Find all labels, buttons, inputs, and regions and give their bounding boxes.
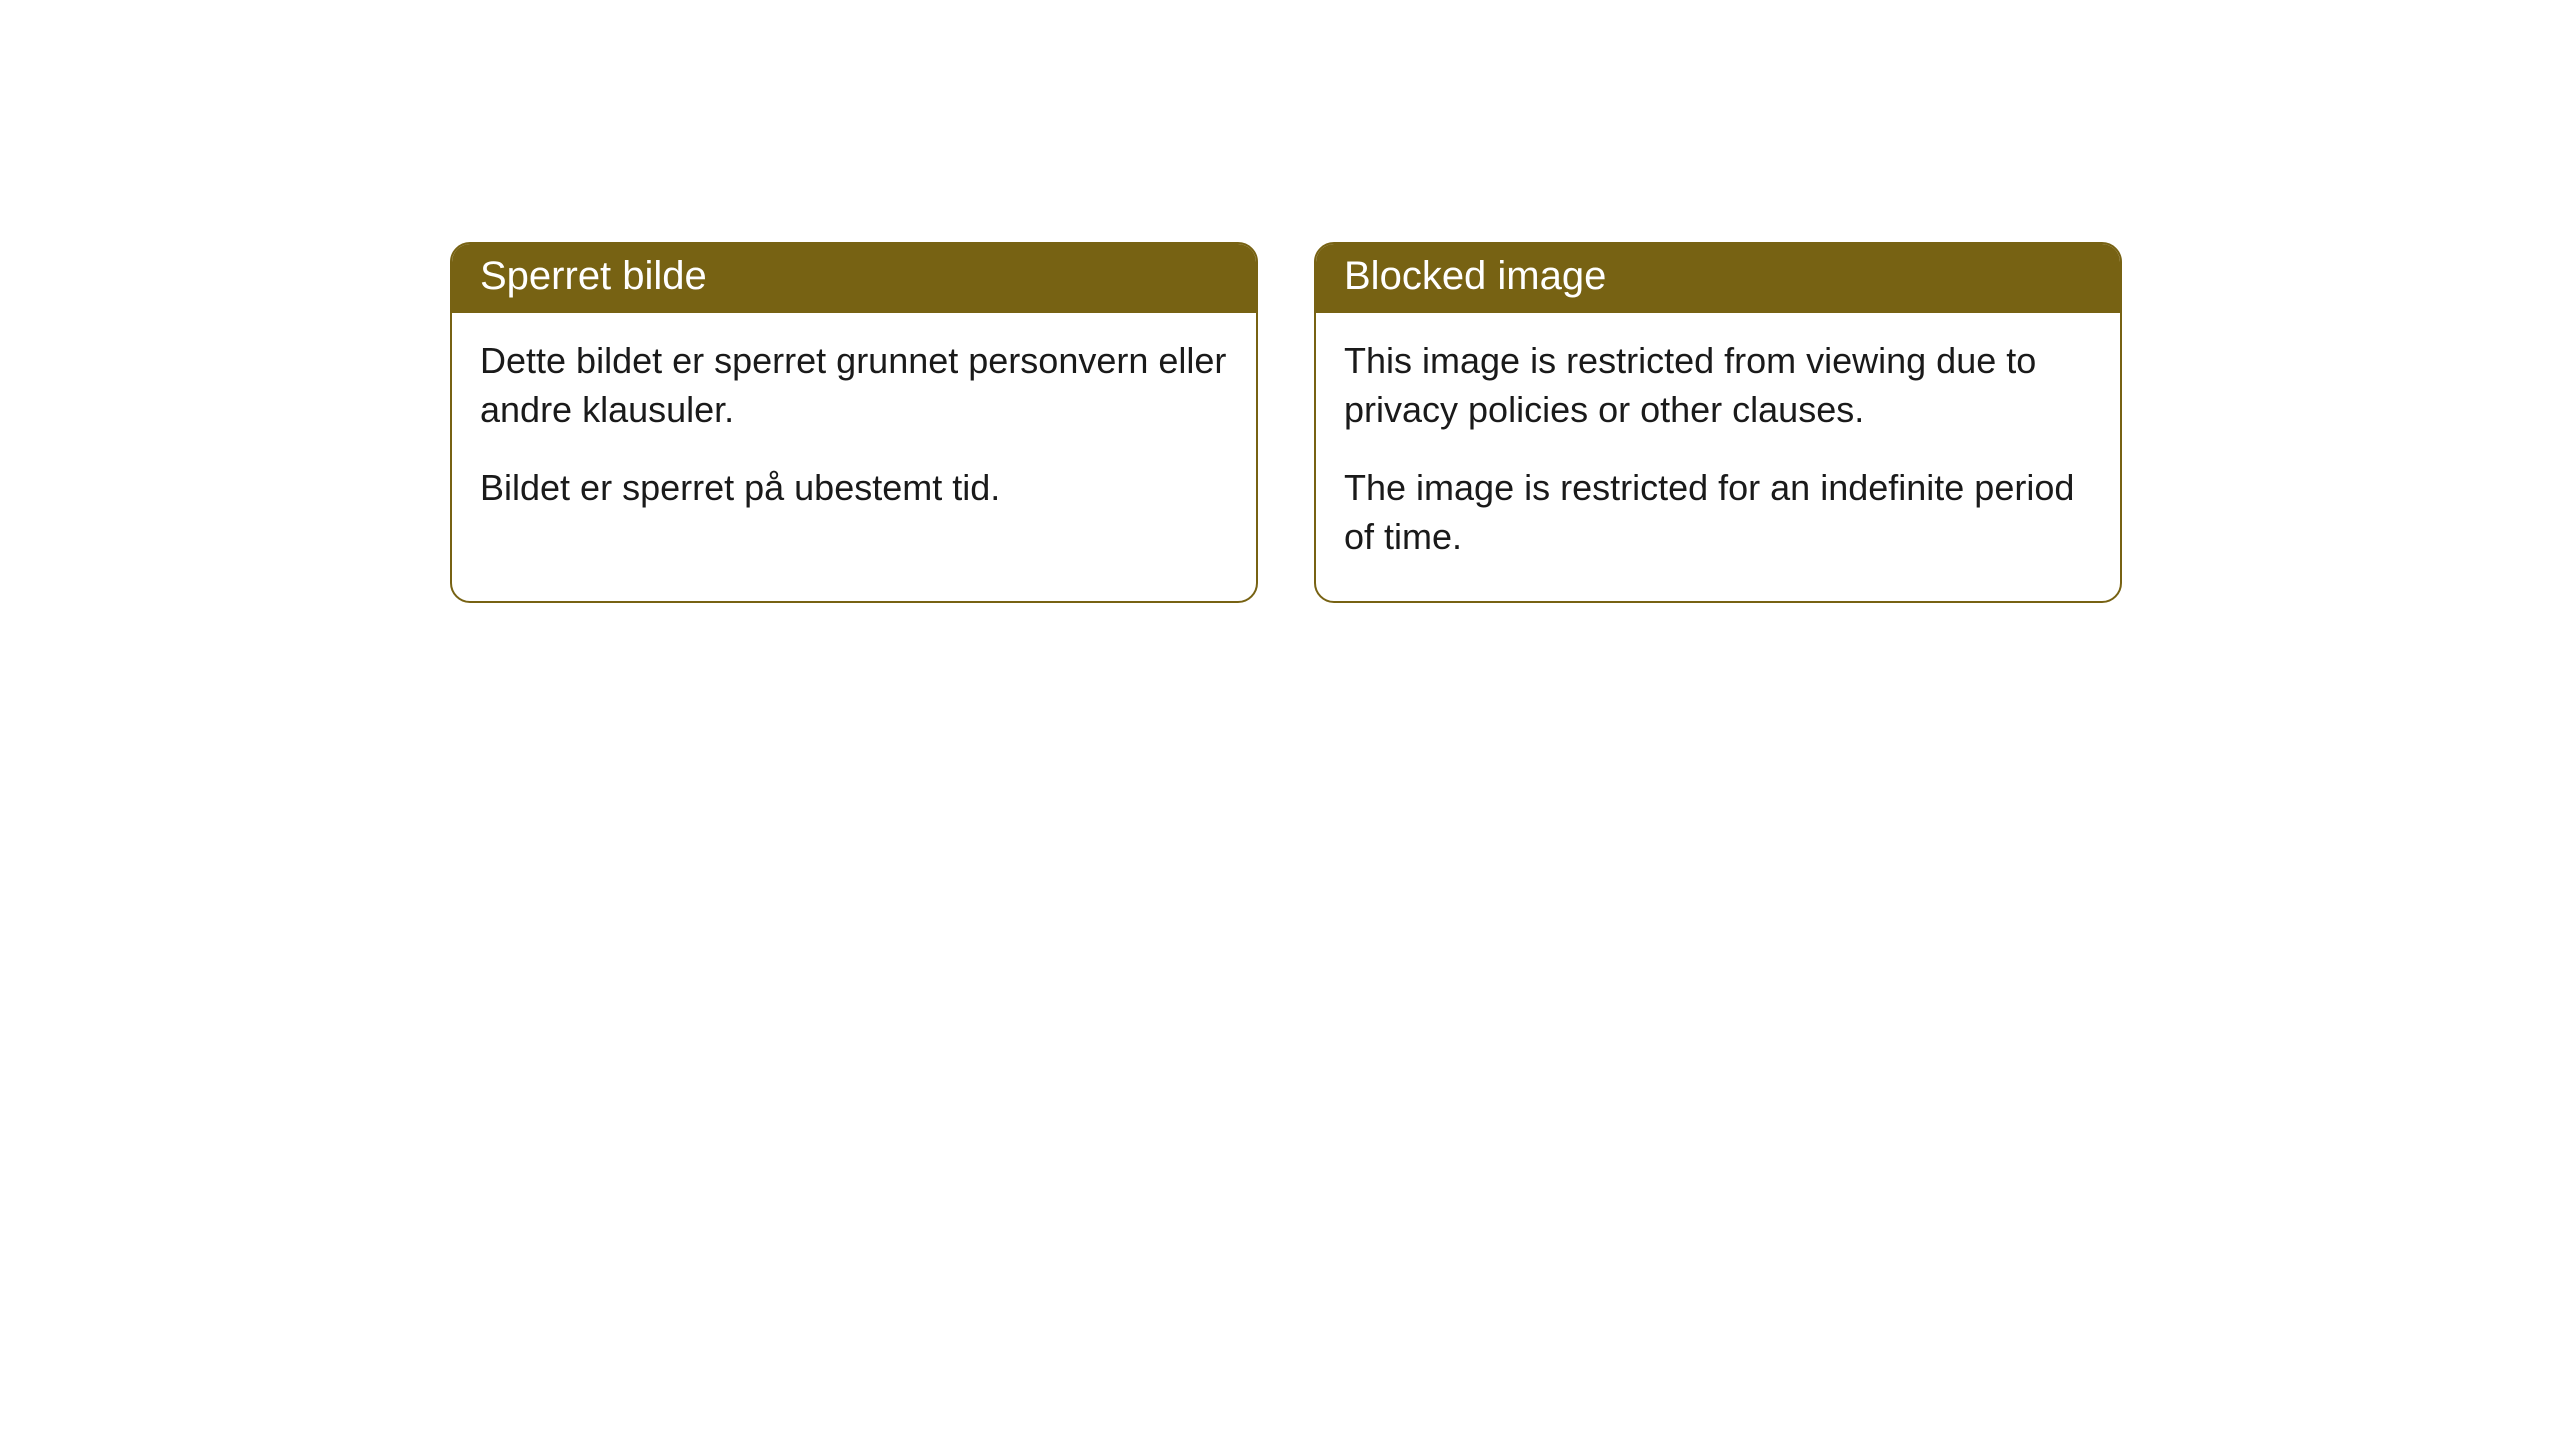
blocked-image-card-english: Blocked image This image is restricted f… [1314, 242, 2122, 603]
card-title-english: Blocked image [1344, 254, 1606, 298]
card-header-english: Blocked image [1316, 244, 2120, 313]
card-paragraph-english-1: This image is restricted from viewing du… [1344, 337, 2092, 434]
card-paragraph-english-2: The image is restricted for an indefinit… [1344, 464, 2092, 561]
card-body-english: This image is restricted from viewing du… [1316, 313, 2120, 601]
card-paragraph-norwegian-2: Bildet er sperret på ubestemt tid. [480, 464, 1228, 513]
card-title-norwegian: Sperret bilde [480, 254, 707, 298]
cards-container: Sperret bilde Dette bildet er sperret gr… [450, 242, 2122, 603]
blocked-image-card-norwegian: Sperret bilde Dette bildet er sperret gr… [450, 242, 1258, 603]
card-paragraph-norwegian-1: Dette bildet er sperret grunnet personve… [480, 337, 1228, 434]
card-body-norwegian: Dette bildet er sperret grunnet personve… [452, 313, 1256, 553]
card-header-norwegian: Sperret bilde [452, 244, 1256, 313]
